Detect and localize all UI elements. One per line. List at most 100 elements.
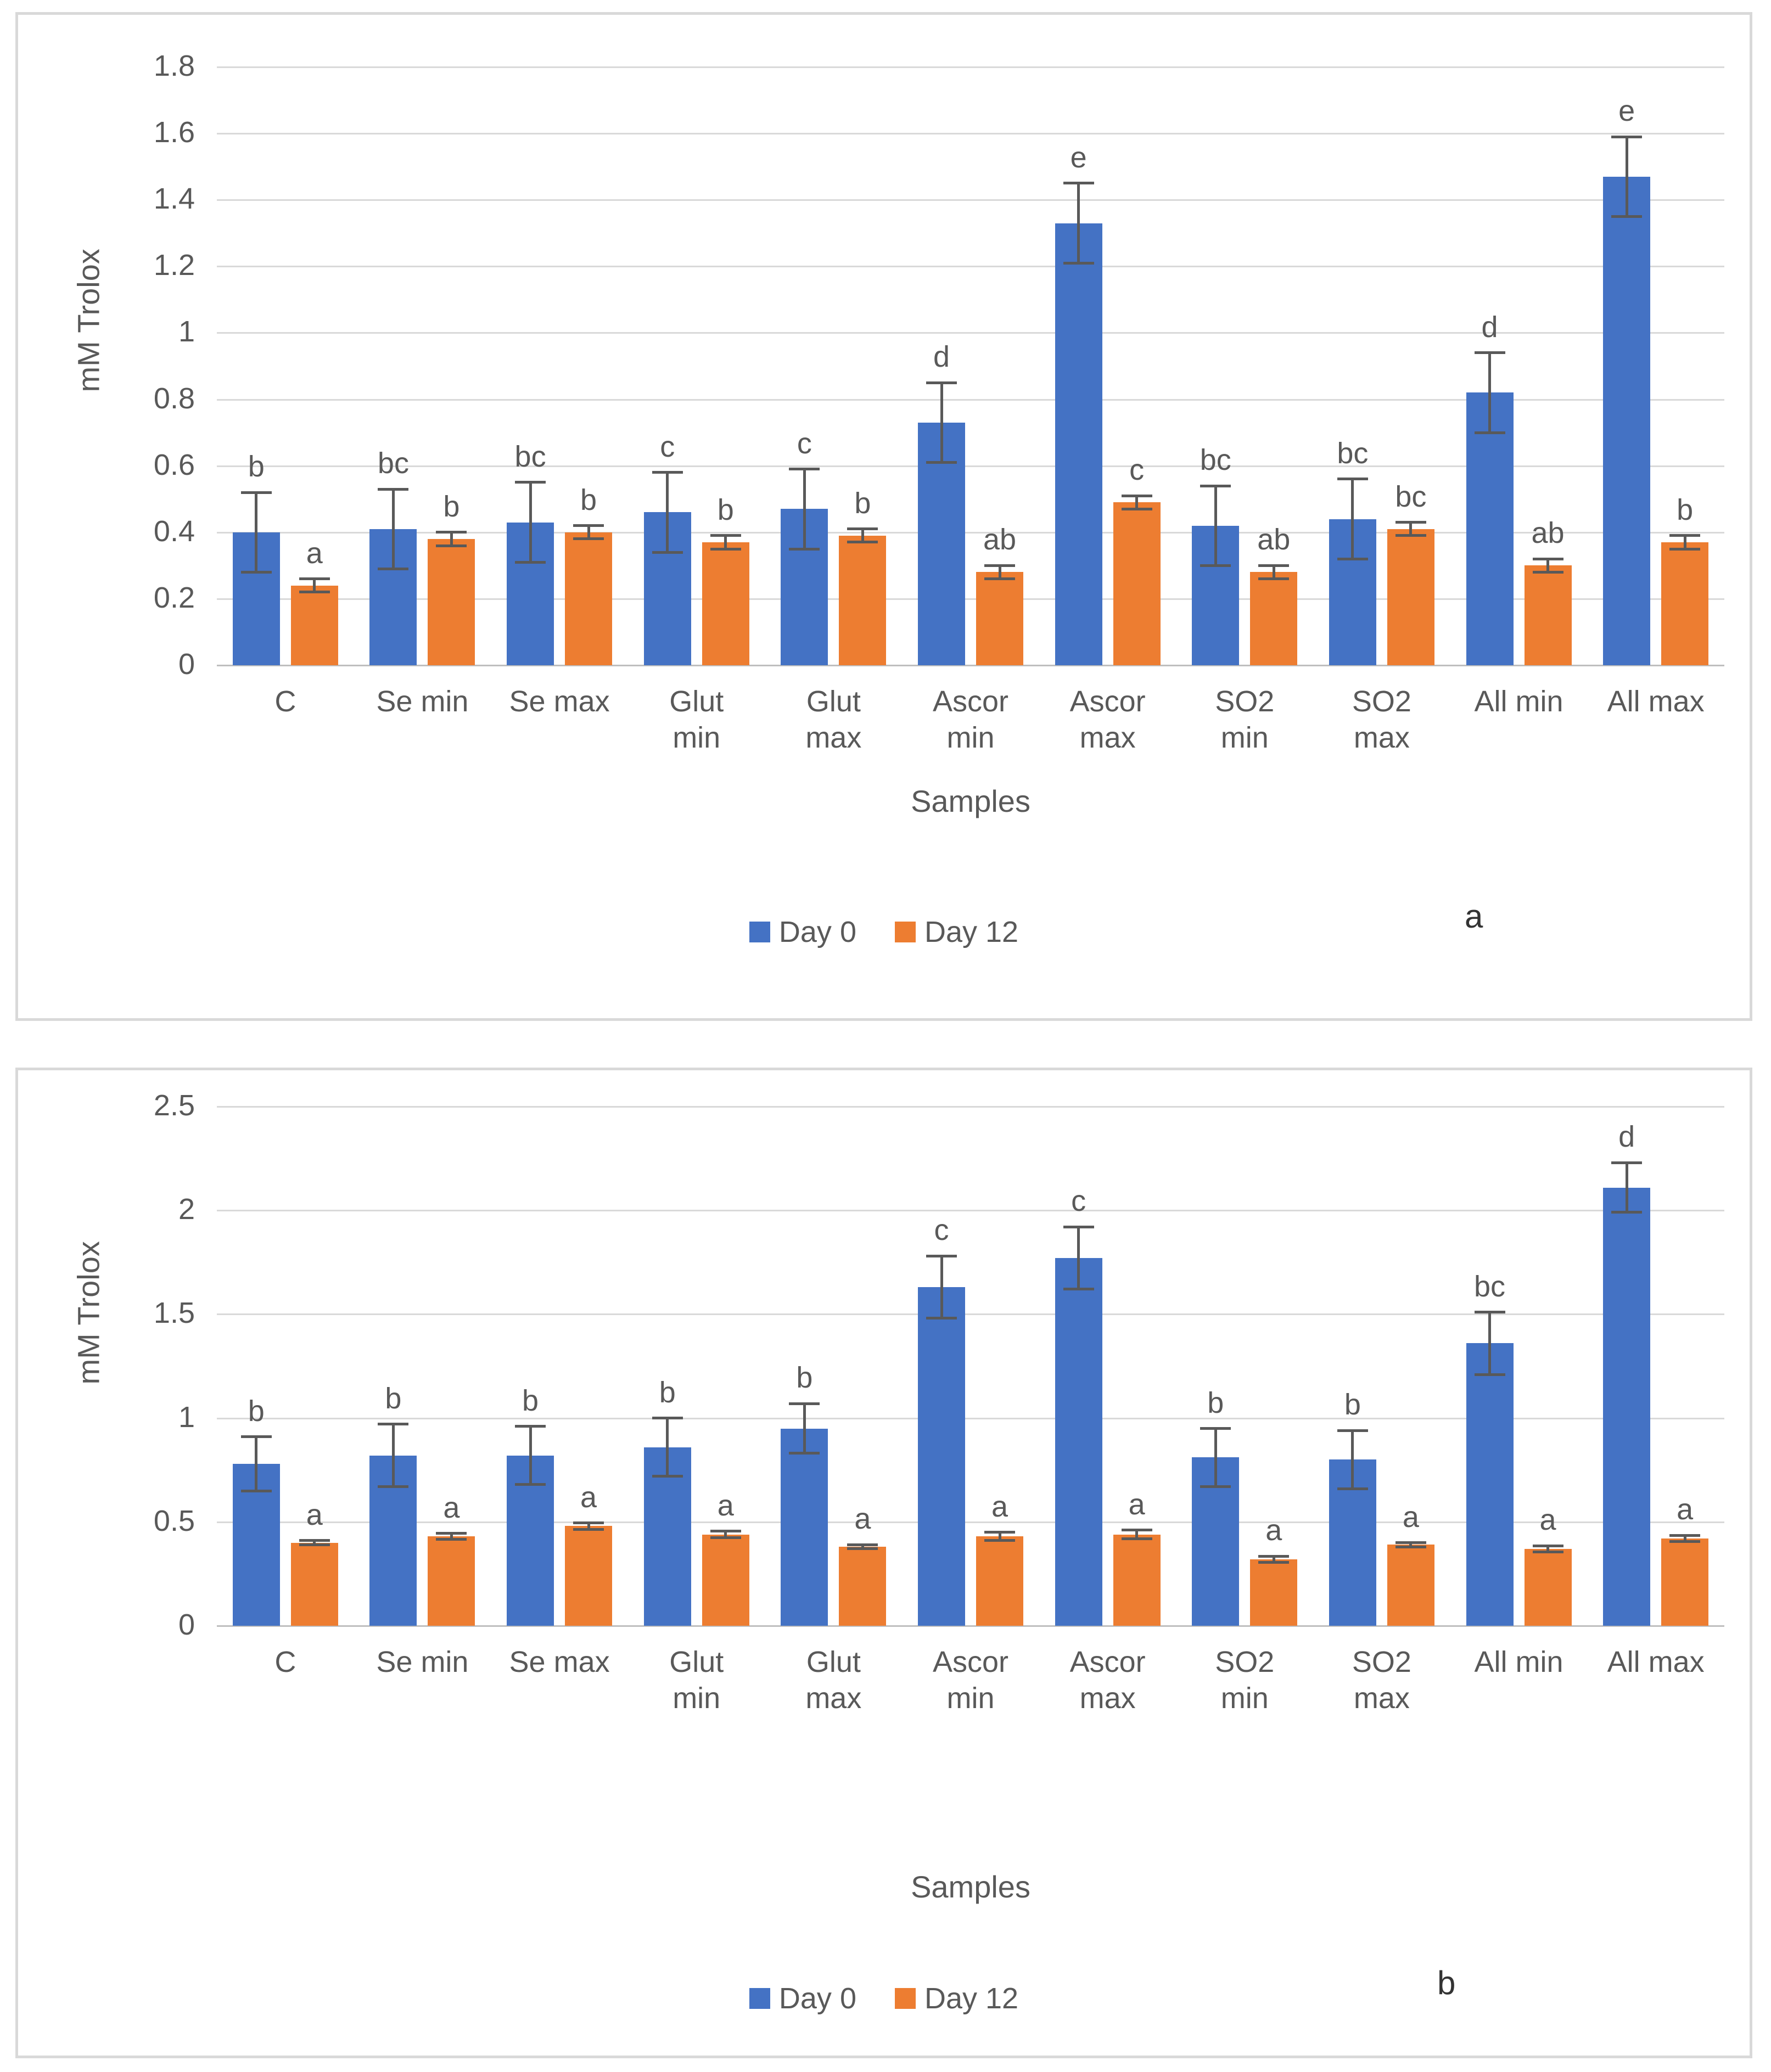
bar-day12-ascor-min [976, 572, 1023, 665]
day12-legend-swatch [894, 922, 916, 942]
error-bar-cap-top [1532, 1544, 1563, 1547]
error-bar [1214, 1428, 1217, 1487]
error-bar-cap-bottom [710, 547, 741, 551]
error-bar-cap-bottom [573, 537, 604, 541]
gridline [217, 1106, 1724, 1108]
error-bar-cap-bottom [926, 461, 957, 464]
y-tick-label: 0 [178, 648, 195, 681]
error-bar [724, 535, 727, 549]
error-bar-cap-top [926, 1254, 957, 1257]
significance-letter: c [797, 426, 812, 460]
error-bar [1351, 1430, 1354, 1489]
x-category-label: All max [1607, 685, 1705, 718]
gridline [217, 66, 1724, 68]
error-bar [587, 1523, 590, 1530]
error-bar-cap-bottom [789, 547, 820, 551]
error-bar [803, 469, 806, 549]
significance-letter: c [934, 1214, 949, 1247]
significance-letter: c [660, 430, 675, 463]
error-bar-cap-top [1474, 351, 1505, 355]
significance-letter: bc [1337, 436, 1369, 470]
significance-letter: b [248, 450, 265, 484]
error-bar [724, 1531, 727, 1538]
error-bar [1625, 1163, 1628, 1212]
error-bar-cap-bottom [984, 577, 1015, 581]
significance-letter: b [443, 490, 460, 523]
y-tick-label: 1 [178, 315, 195, 349]
error-bar-cap-bottom [1121, 1537, 1152, 1540]
error-bar-cap-bottom [847, 1547, 878, 1551]
error-bar [1351, 479, 1354, 559]
error-bar-cap-bottom [1395, 1545, 1426, 1548]
error-bar-cap-top [1611, 1161, 1643, 1164]
error-bar-cap-bottom [378, 1485, 409, 1488]
significance-letter: b [248, 1394, 265, 1428]
bar-day0-ascor-min [918, 1287, 965, 1626]
bar-day12-se-min [428, 1536, 475, 1626]
bar-day0-glut-max [781, 1428, 828, 1626]
bar-day12-se-min [428, 538, 475, 665]
error-bar [450, 1533, 453, 1540]
x-category-label: SO2 max [1352, 685, 1411, 754]
legend-label-day12: Day 12 [924, 1982, 1019, 2015]
x-category-label: Glut max [805, 1646, 862, 1715]
error-bar-cap-top [789, 468, 820, 471]
chart-panel-b: mM Trolox Samples Day 0 Day 12 b 2.5 2 1.5… [15, 1068, 1752, 2058]
bar-day0-all-min [1466, 392, 1514, 665]
error-bar-cap-top [1063, 1225, 1094, 1228]
y-tick-label: 0.8 [153, 381, 195, 415]
x-category-label: Glut min [669, 1646, 724, 1715]
error-bar-cap-top [299, 577, 330, 581]
error-bar [1077, 1227, 1080, 1289]
error-bar-cap-top [1200, 484, 1231, 487]
y-tick-label: 0.2 [153, 581, 195, 614]
error-bar [529, 1426, 532, 1485]
error-bar-cap-top [984, 1531, 1015, 1534]
error-bar-cap-top [573, 524, 604, 527]
bar-day0-all-max [1603, 176, 1651, 665]
significance-letter: a [306, 1498, 323, 1531]
error-bar-cap-top [573, 1521, 604, 1525]
error-bar [940, 1256, 943, 1318]
error-bar-cap-top [1258, 564, 1290, 567]
error-bar [803, 1403, 806, 1453]
legend-item-day0: Day 0 [749, 1981, 856, 2015]
significance-letter: b [385, 1382, 402, 1415]
bar-day12-glut-max [839, 1547, 887, 1626]
error-bar [1625, 137, 1628, 217]
error-bar-cap-bottom [652, 1475, 683, 1478]
significance-letter: e [1070, 141, 1087, 174]
bar-day0-ascor-max [1055, 223, 1102, 665]
x-category-label: Ascor max [1069, 1646, 1146, 1715]
bar-day12-all-min [1524, 1548, 1572, 1626]
bar-day0-all-min [1466, 1343, 1514, 1626]
x-axis-title: Samples [911, 1869, 1030, 1904]
error-bar-cap-top [926, 381, 957, 384]
y-tick-label: 1.2 [153, 249, 195, 282]
error-bar [313, 1540, 316, 1545]
significance-letter: a [443, 1491, 460, 1524]
legend-item-day0: Day 0 [749, 915, 856, 949]
error-bar-cap-bottom [1474, 1373, 1505, 1376]
error-bar [1272, 565, 1275, 579]
error-bar-cap-bottom [710, 1536, 741, 1539]
x-category-label: Se min [376, 685, 469, 718]
error-bar [1488, 352, 1492, 433]
significance-letter: a [717, 1489, 734, 1522]
y-tick-label: 1.5 [153, 1296, 195, 1330]
x-category-label: Glut max [805, 685, 862, 754]
error-bar [255, 492, 258, 572]
error-bar-cap-bottom [1063, 1288, 1094, 1291]
error-bar [1683, 535, 1686, 549]
error-bar-cap-top [515, 1425, 546, 1428]
significance-letter: a [854, 1502, 871, 1536]
error-bar-cap-bottom [1200, 564, 1231, 567]
legend-label-day0: Day 0 [778, 1982, 856, 2015]
error-bar [1409, 1542, 1413, 1547]
gridline [217, 598, 1724, 600]
error-bar-cap-bottom [1200, 1485, 1231, 1488]
error-bar-cap-top [378, 487, 409, 491]
significance-letter: bc [514, 440, 546, 473]
error-bar-cap-top [1121, 494, 1152, 497]
y-tick-label: 2 [178, 1193, 195, 1226]
